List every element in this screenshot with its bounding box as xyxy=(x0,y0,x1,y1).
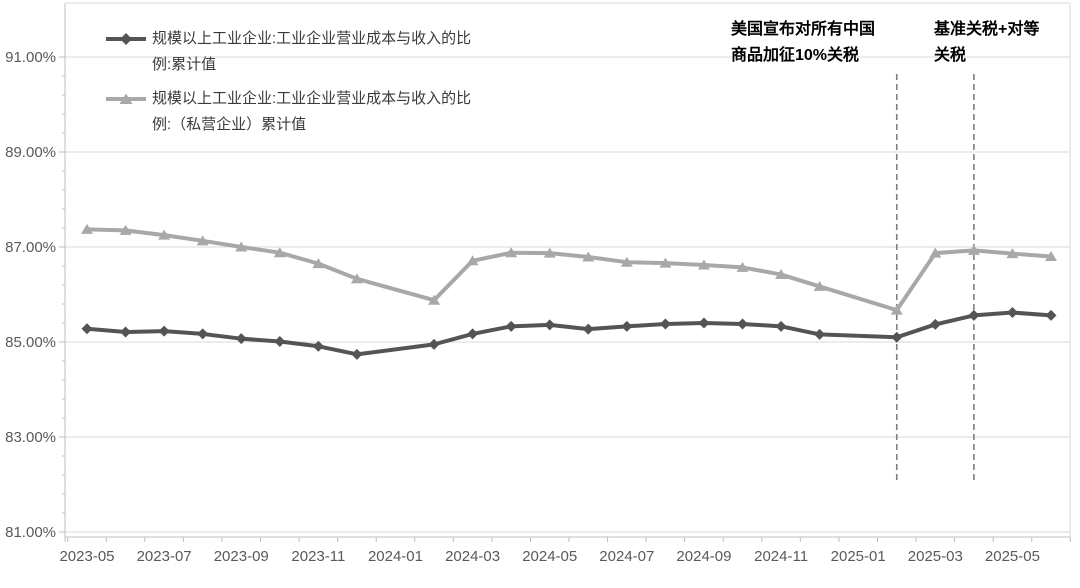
annotation-tariff-10pct-line2: 商品加征10%关税 xyxy=(731,47,860,64)
series-marker-total xyxy=(737,318,749,330)
x-tick-label: 2024-03 xyxy=(445,548,500,565)
x-tick-label: 2025-03 xyxy=(908,548,963,565)
series-marker-private xyxy=(620,256,633,267)
series-marker-private xyxy=(428,294,441,305)
series-marker-total xyxy=(891,331,903,343)
series-marker-private xyxy=(967,244,980,255)
series-marker-total xyxy=(968,309,980,321)
series-marker-total xyxy=(158,325,170,337)
series-marker-private xyxy=(775,269,788,280)
series-line-total xyxy=(86,310,1052,357)
series-marker-total xyxy=(582,323,594,335)
y-tick-label: 87.00% xyxy=(5,239,56,256)
x-tick-label: 2023-11 xyxy=(291,548,345,565)
series-marker-total xyxy=(929,318,941,330)
series-marker-private xyxy=(505,247,518,258)
annotation-baseline-reciprocal-tariff: 基准关税+对等 关税 xyxy=(934,17,1039,69)
series-marker-total xyxy=(467,328,479,340)
x-tick-label: 2024-11 xyxy=(754,548,808,565)
series-marker-private xyxy=(312,258,325,269)
series-marker-private xyxy=(736,261,749,272)
y-tick-label: 81.00% xyxy=(5,524,56,541)
line-triangle-marker-icon xyxy=(106,93,146,104)
x-tick-label: 2023-09 xyxy=(214,548,269,565)
x-tick-label: 2023-05 xyxy=(59,548,114,565)
x-tick-label: 2024-09 xyxy=(676,548,731,565)
series-marker-private xyxy=(543,247,556,258)
series-marker-total xyxy=(120,326,132,338)
series-marker-total xyxy=(544,319,556,331)
x-tick-label: 2024-05 xyxy=(522,548,577,565)
series-marker-total xyxy=(235,333,247,345)
x-tick-label: 2024-01 xyxy=(368,548,423,565)
series-marker-private xyxy=(196,235,209,246)
y-tick-label: 89.00% xyxy=(5,144,56,161)
series-marker-private xyxy=(235,241,248,252)
legend-entry-total: 规模以上工业企业:工业企业营业成本与收入的比例:累计值 xyxy=(106,26,488,78)
series-marker-total xyxy=(1045,309,1057,321)
series-marker-private xyxy=(890,304,903,315)
series-marker-private xyxy=(350,273,363,284)
series-marker-private xyxy=(119,224,132,235)
x-tick-label: 2025-01 xyxy=(831,548,886,565)
y-tick-label: 85.00% xyxy=(5,334,56,351)
legend-entry-private: 规模以上工业企业:工业企业营业成本与收入的比例:（私营企业）累计值 xyxy=(106,86,488,138)
series-marker-private xyxy=(81,223,93,234)
series-marker-total xyxy=(197,328,209,340)
annotation-baseline-reciprocal-tariff-line1: 基准关税+对等 xyxy=(934,21,1040,38)
x-tick-label: 2024-07 xyxy=(599,548,654,565)
series-marker-total xyxy=(312,340,324,352)
x-tick-label: 2025-05 xyxy=(985,548,1040,565)
chart-legend: 规模以上工业企业:工业企业营业成本与收入的比例:累计值 规模以上工业企业:工业企… xyxy=(106,26,488,138)
series-marker-total xyxy=(351,348,363,360)
line-diamond-marker-icon xyxy=(106,33,146,45)
series-marker-total xyxy=(1006,307,1018,319)
series-marker-total xyxy=(428,338,440,350)
series-marker-total xyxy=(274,336,286,348)
series-marker-private xyxy=(659,257,672,268)
annotation-tariff-10pct: 美国宣布对所有中国 商品加征10%关税 xyxy=(731,17,875,69)
series-marker-private xyxy=(813,280,826,291)
series-marker-private xyxy=(697,259,710,270)
series-marker-total xyxy=(659,318,671,330)
y-tick-label: 91.00% xyxy=(5,49,56,66)
series-marker-private xyxy=(466,255,479,266)
series-marker-total xyxy=(621,320,633,332)
x-tick-label: 2023-07 xyxy=(137,548,192,565)
series-marker-private xyxy=(582,251,595,262)
series-marker-private xyxy=(273,247,286,258)
annotation-tariff-10pct-line1: 美国宣布对所有中国 xyxy=(731,21,876,38)
series-marker-private xyxy=(158,229,171,240)
series-line-private xyxy=(86,227,1052,313)
series-marker-total xyxy=(505,320,517,332)
series-marker-total xyxy=(698,317,710,329)
series-marker-total xyxy=(775,320,787,332)
series-marker-private xyxy=(1045,251,1057,261)
legend-label-private: 规模以上工业企业:工业企业营业成本与收入的比例:（私营企业）累计值 xyxy=(152,90,472,133)
legend-label-total: 规模以上工业企业:工业企业营业成本与收入的比例:累计值 xyxy=(152,30,472,73)
y-tick-label: 83.00% xyxy=(5,429,56,446)
annotation-baseline-reciprocal-tariff-line2: 关税 xyxy=(934,47,967,64)
series-marker-total xyxy=(81,323,93,335)
series-marker-private xyxy=(929,247,942,258)
series-marker-private xyxy=(1006,248,1019,259)
series-marker-total xyxy=(814,328,826,340)
